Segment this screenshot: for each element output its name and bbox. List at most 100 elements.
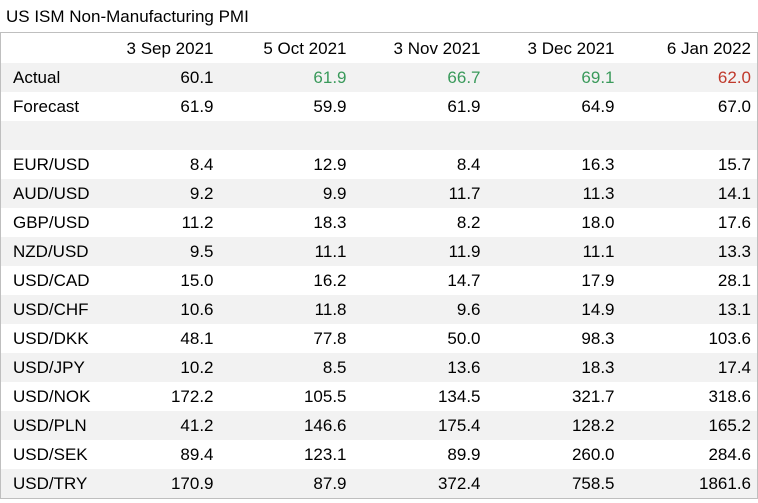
pair-value: 10.2 <box>97 353 220 382</box>
header-date: 6 Jan 2022 <box>620 32 758 63</box>
currency-pair-row: USD/NOK 172.2 105.5 134.5 321.7 318.6 <box>1 382 758 411</box>
pair-value: 11.3 <box>486 179 621 208</box>
pair-label: AUD/USD <box>0 179 98 208</box>
forecast-value: 67.0 <box>717 97 751 116</box>
pair-value: 77.8 <box>313 329 347 348</box>
pair-value: 318.6 <box>708 387 751 406</box>
pair-label: USD/CAD <box>13 271 90 290</box>
pair-value: 758.5 <box>486 469 621 499</box>
pair-value: 165.2 <box>620 411 758 440</box>
pair-value: 15.0 <box>180 271 214 290</box>
currency-pair-row: USD/DKK 48.1 77.8 50.0 98.3 103.6 <box>1 324 758 353</box>
pair-value: 16.3 <box>581 155 615 174</box>
pair-value: 8.4 <box>189 155 214 174</box>
pair-value: 18.0 <box>581 213 615 232</box>
pair-value: 9.5 <box>97 237 220 266</box>
header-cell-empty <box>0 32 98 63</box>
pair-value: 175.4 <box>352 411 487 440</box>
currency-pair-row: USD/JPY 10.2 8.5 13.6 18.3 17.4 <box>0 353 758 382</box>
pair-label: NZD/USD <box>0 237 98 266</box>
pair-value: 1861.6 <box>620 469 758 499</box>
forecast-value: 59.9 <box>313 97 347 116</box>
pair-value: 14.9 <box>486 295 621 324</box>
pair-value: 14.1 <box>620 179 758 208</box>
forecast-value: 61.9 <box>180 97 214 116</box>
header-date: 3 Sep 2021 <box>97 32 220 63</box>
pair-value: 11.8 <box>219 295 353 324</box>
pair-value: 9.2 <box>97 179 220 208</box>
pair-value: 11.1 <box>219 237 353 266</box>
currency-pairs-body: EUR/USD 8.4 12.9 8.4 16.3 15.7 AUD/USD 9.2 9.9 11… <box>0 150 758 499</box>
actual-value-beat: 61.9 <box>219 63 353 92</box>
pair-label: USD/DKK <box>13 329 89 348</box>
pair-value: 18.3 <box>313 213 347 232</box>
pair-value: 123.1 <box>303 445 347 464</box>
pair-value: 10.6 <box>97 295 220 324</box>
pair-value: 11.9 <box>352 237 487 266</box>
pair-label: EUR/USD <box>13 155 90 174</box>
pair-value: 146.6 <box>219 411 353 440</box>
pair-value: 89.4 <box>180 445 214 464</box>
pair-value: 17.4 <box>620 353 758 382</box>
pair-value: 372.4 <box>352 469 487 499</box>
pair-value: 50.0 <box>447 329 481 348</box>
pair-value: 18.3 <box>486 353 621 382</box>
currency-pair-row: USD/PLN 41.2 146.6 175.4 128.2 165.2 <box>0 411 758 440</box>
pair-value: 12.9 <box>313 155 347 174</box>
pair-label: GBP/USD <box>13 213 90 232</box>
currency-pair-row: USD/CHF 10.6 11.8 9.6 14.9 13.1 <box>0 295 758 324</box>
pmi-table: 3 Sep 2021 5 Oct 2021 3 Nov 2021 3 Dec 2… <box>0 32 758 499</box>
currency-pair-row: USD/SEK 89.4 123.1 89.9 260.0 284.6 <box>1 440 758 469</box>
forecast-value: 64.9 <box>581 97 615 116</box>
pair-value: 16.2 <box>313 271 347 290</box>
pair-value: 17.9 <box>581 271 615 290</box>
pair-value: 89.9 <box>447 445 481 464</box>
pair-label: USD/NOK <box>13 387 91 406</box>
pair-value: 170.9 <box>97 469 220 499</box>
pair-value: 87.9 <box>219 469 353 499</box>
currency-pair-row: AUD/USD 9.2 9.9 11.7 11.3 14.1 <box>0 179 758 208</box>
pair-value: 11.7 <box>352 179 487 208</box>
pair-value: 8.4 <box>456 155 481 174</box>
actual-value-miss: 62.0 <box>620 63 758 92</box>
currency-pair-row: NZD/USD 9.5 11.1 11.9 11.1 13.3 <box>0 237 758 266</box>
currency-pair-row: USD/CAD 15.0 16.2 14.7 17.9 28.1 <box>1 266 758 295</box>
forecast-row: Forecast 61.9 59.9 61.9 64.9 67.0 <box>1 92 758 121</box>
pair-value: 11.1 <box>486 237 621 266</box>
currency-pair-row: GBP/USD 11.2 18.3 8.2 18.0 17.6 <box>1 208 758 237</box>
header-date: 5 Oct 2021 <box>219 32 353 63</box>
pair-value: 9.6 <box>352 295 487 324</box>
pair-value: 13.3 <box>620 237 758 266</box>
spacer-row <box>0 121 758 150</box>
pair-value: 17.6 <box>717 213 751 232</box>
row-label: Actual <box>0 63 98 92</box>
pair-value: 8.2 <box>456 213 481 232</box>
pair-label: USD/CHF <box>0 295 98 324</box>
pair-value: 15.7 <box>717 155 751 174</box>
pair-value: 9.9 <box>219 179 353 208</box>
pair-label: USD/PLN <box>0 411 98 440</box>
pair-label: USD/TRY <box>0 469 98 499</box>
header-date: 3 Dec 2021 <box>486 32 621 63</box>
pair-value: 8.5 <box>219 353 353 382</box>
pair-value: 13.1 <box>620 295 758 324</box>
actual-value-beat: 69.1 <box>486 63 621 92</box>
actual-row: Actual 60.1 61.9 66.7 69.1 62.0 <box>0 63 758 92</box>
pair-value: 41.2 <box>97 411 220 440</box>
currency-pair-row: USD/TRY 170.9 87.9 372.4 758.5 1861.6 <box>0 469 758 499</box>
header-row: 3 Sep 2021 5 Oct 2021 3 Nov 2021 3 Dec 2… <box>0 32 758 63</box>
forecast-value: 61.9 <box>447 97 481 116</box>
pair-value: 48.1 <box>180 329 214 348</box>
pair-label: USD/JPY <box>0 353 98 382</box>
pair-value: 28.1 <box>717 271 751 290</box>
actual-value: 60.1 <box>97 63 220 92</box>
pair-label: USD/SEK <box>13 445 88 464</box>
currency-pair-row: EUR/USD 8.4 12.9 8.4 16.3 15.7 <box>1 150 758 179</box>
table-title: US ISM Non-Manufacturing PMI <box>6 7 249 26</box>
pair-value: 14.7 <box>447 271 481 290</box>
pair-value: 134.5 <box>437 387 481 406</box>
row-label: Forecast <box>13 97 80 116</box>
actual-value-beat: 66.7 <box>352 63 487 92</box>
pair-value: 321.7 <box>571 387 615 406</box>
pair-value: 98.3 <box>581 329 615 348</box>
